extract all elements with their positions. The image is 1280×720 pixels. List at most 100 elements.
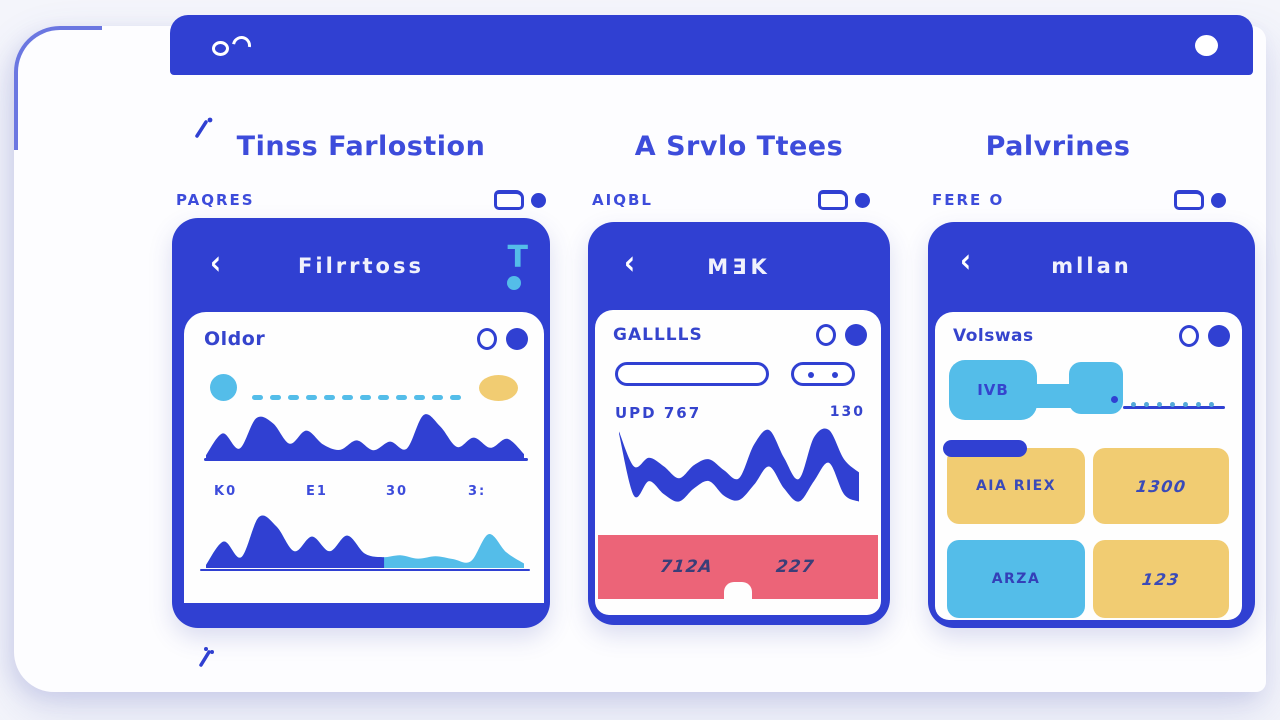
tick-dot (306, 395, 317, 400)
slider-value-label: IVB (977, 381, 1009, 399)
tick-dot (414, 395, 425, 400)
tick-dot (360, 395, 371, 400)
card-badge-pill (943, 440, 1027, 457)
stat-card-label: 123 (1140, 569, 1182, 589)
tick-dot (270, 395, 281, 400)
tick-dot (1157, 402, 1162, 407)
tick-dot (450, 395, 461, 400)
filter-icon-dot (507, 276, 521, 290)
axis-label: 30 (386, 484, 409, 499)
visibility-toggle[interactable] (1179, 325, 1230, 347)
tick-dot (324, 395, 335, 400)
tick-dot (252, 395, 263, 400)
bottom-sheet: 712A 227 (598, 535, 878, 599)
section-label: GALLLLS (613, 325, 703, 345)
topbar (170, 15, 1253, 75)
column-label-row-1: PAQRES (172, 188, 550, 212)
filter-icon[interactable]: T (507, 240, 528, 275)
toggle-pill[interactable] (791, 362, 855, 386)
tick-dot (832, 372, 838, 378)
tick-dot (1144, 402, 1149, 407)
axis-label: E1 (306, 484, 328, 499)
dot-icon (855, 192, 870, 208)
phone-screen: Oldor K0 E1 30 3: (184, 312, 544, 603)
ring-icon (477, 328, 497, 350)
stat-card-1[interactable]: AIA RIEX (947, 448, 1085, 524)
frame-dot-icon-1[interactable] (494, 190, 546, 210)
stat-card-4[interactable]: 123 (1093, 540, 1229, 618)
pencil-icon-top[interactable] (193, 116, 215, 140)
slider-line[interactable] (1123, 406, 1225, 409)
band-chart (619, 428, 859, 502)
phone-screen: Volswas IVB AIA RIEX 1300 (935, 312, 1242, 620)
axis-label: K0 (214, 484, 238, 499)
input-pill[interactable] (615, 362, 769, 386)
phone-mockup-2: ‹ MƎK GALLLLS UPD 767 130 712A 227 (588, 222, 890, 625)
stat-card-label: AIA RIEX (975, 478, 1057, 494)
chart-baseline-1 (204, 458, 528, 461)
phone-screen: GALLLLS UPD 767 130 712A 227 (595, 310, 881, 615)
column-label-2: AIQBL (592, 191, 653, 209)
stat-card-3[interactable]: ARZA (947, 540, 1085, 618)
stat-right: 130 (829, 404, 865, 420)
visibility-toggle[interactable] (816, 324, 867, 346)
tick-dot (1131, 402, 1136, 407)
phone-mockup-3: ‹ mllan Volswas IVB AIA RIEX (928, 222, 1255, 628)
crescent-icon (228, 32, 255, 59)
pencil-icon-bottom[interactable] (196, 644, 218, 668)
slider-handle-right[interactable] (479, 375, 518, 401)
back-button[interactable]: ‹ (624, 244, 636, 283)
phone-title: mllan (1051, 254, 1132, 278)
dot-icon (1211, 192, 1226, 208)
slider-thumb[interactable] (1069, 362, 1123, 414)
slider-handle-left[interactable] (210, 374, 237, 401)
tick-dot (1170, 402, 1175, 407)
frame-dot-icon-3[interactable] (1174, 190, 1226, 210)
frame-icon (494, 190, 524, 210)
frame-dot-icon-2[interactable] (818, 190, 870, 210)
slider-track-dashes[interactable] (252, 385, 482, 404)
tick-dot (396, 395, 407, 400)
dot-icon (531, 192, 546, 208)
section-label: Oldor (204, 328, 266, 350)
back-button[interactable]: ‹ (210, 244, 222, 283)
tick-dot (1209, 402, 1214, 407)
tick-dot (378, 395, 389, 400)
avatar-circle[interactable] (1195, 35, 1218, 56)
section-row: GALLLLS (613, 324, 867, 346)
slider-dot (1111, 396, 1118, 403)
slider-blob[interactable]: IVB (949, 360, 1037, 420)
section-row: Oldor (204, 328, 528, 350)
slider-connector (1033, 384, 1075, 408)
column-label-1: PAQRES (176, 191, 255, 209)
section-label: Volswas (953, 326, 1034, 346)
column-label-row-3: FERE O (928, 188, 1230, 212)
dot-icon (845, 324, 867, 346)
frame-icon (1174, 190, 1204, 210)
sheet-value-left: 712A (658, 557, 714, 577)
wave-path (206, 516, 524, 568)
wave-path (619, 428, 859, 502)
phone-title: Filrrtoss (298, 254, 424, 278)
phone-mockup-1: ‹ Filrrtoss T Oldor K0 E1 30 3: (172, 218, 550, 628)
ring-icon (212, 41, 229, 56)
slider-dots-row (1131, 392, 1231, 411)
frame-icon (818, 190, 848, 210)
tick-dot (288, 395, 299, 400)
dot-icon (1208, 325, 1230, 347)
stat-card-label: ARZA (991, 571, 1041, 587)
ring-icon (1179, 325, 1199, 347)
back-button[interactable]: ‹ (960, 242, 972, 281)
axis-label: 3: (468, 484, 487, 499)
area-chart-2 (206, 515, 524, 568)
wave-path (206, 414, 524, 458)
tick-dot (808, 372, 814, 378)
chart-baseline-2 (200, 569, 530, 571)
visibility-toggle[interactable] (477, 328, 528, 350)
tick-dot (1196, 402, 1201, 407)
stat-card-label: 1300 (1134, 476, 1188, 496)
column-title-2: A Srvlo Ttees (634, 130, 844, 162)
stat-card-2[interactable]: 1300 (1093, 448, 1229, 524)
column-label-3: FERE O (932, 191, 1005, 209)
